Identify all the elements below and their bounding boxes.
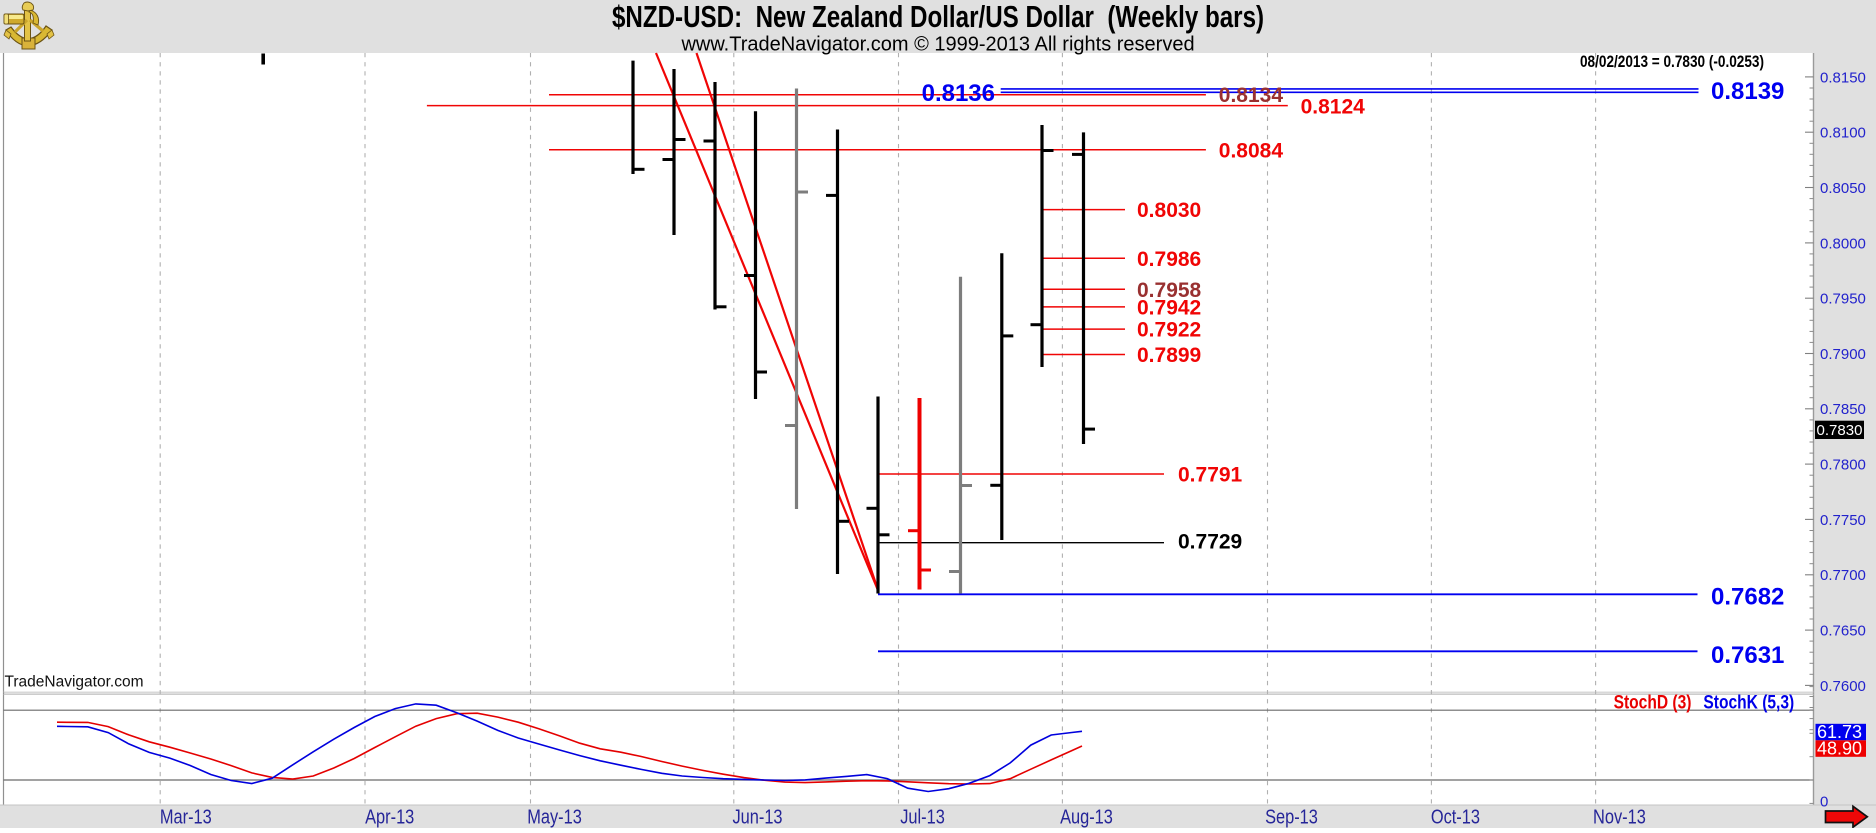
svg-text:May-13: May-13 [527,805,582,828]
svg-text:Sep-13: Sep-13 [1265,805,1318,828]
svg-text:0.7922: 0.7922 [1137,319,1201,342]
svg-text:0.7729: 0.7729 [1178,531,1242,554]
svg-text:0.7830: 0.7830 [1817,422,1863,439]
svg-text:0.8134: 0.8134 [1219,84,1284,107]
svg-text:0.7900: 0.7900 [1820,346,1866,363]
svg-text:0.8136: 0.8136 [922,80,995,107]
svg-text:0.7700: 0.7700 [1820,567,1866,584]
svg-text:Jun-13: Jun-13 [732,805,782,828]
svg-text:0.7682: 0.7682 [1711,584,1784,611]
svg-text:0.8124: 0.8124 [1301,95,1366,118]
svg-text:48.90: 48.90 [1817,738,1862,758]
svg-text:0.8139: 0.8139 [1711,78,1784,105]
svg-text:0: 0 [1820,794,1828,811]
svg-text:0.7986: 0.7986 [1137,248,1201,271]
svg-text:0.8000: 0.8000 [1820,235,1866,252]
svg-text:Aug-13: Aug-13 [1060,805,1113,828]
svg-text:0.7750: 0.7750 [1820,512,1866,529]
svg-text:Oct-13: Oct-13 [1431,805,1480,828]
svg-text:0.8150: 0.8150 [1820,69,1866,86]
svg-text:0.8050: 0.8050 [1820,180,1866,197]
svg-text:08/02/2013 = 0.7830 (-0.0253): 08/02/2013 = 0.7830 (-0.0253) [1580,53,1764,72]
svg-text:Nov-13: Nov-13 [1593,805,1646,828]
svg-text:0.7600: 0.7600 [1820,678,1866,695]
svg-text:TradeNavigator.com: TradeNavigator.com [5,674,144,691]
svg-text:0.8030: 0.8030 [1137,199,1201,222]
svg-text:0.7899: 0.7899 [1137,344,1201,367]
svg-text:0.8084: 0.8084 [1219,139,1284,162]
svg-text:0.7950: 0.7950 [1820,291,1866,308]
svg-text:0.7791: 0.7791 [1178,464,1243,487]
svg-text:Jul-13: Jul-13 [900,805,945,828]
svg-text:Apr-13: Apr-13 [365,805,414,828]
svg-text:0.7850: 0.7850 [1820,401,1866,418]
svg-text:StochK (5,3): StochK (5,3) [1703,691,1794,713]
svg-text:www.TradeNavigator.com © 1999-: www.TradeNavigator.com © 1999-2013 All r… [680,34,1194,56]
svg-text:$NZD-USD: New Zealand Dollar/: $NZD-USD: New Zealand Dollar/US Dollar (… [612,0,1264,34]
svg-text:Mar-13: Mar-13 [160,805,212,828]
svg-text:0.7800: 0.7800 [1820,457,1866,474]
svg-text:0.7631: 0.7631 [1711,642,1784,669]
svg-text:StochD (3): StochD (3) [1614,691,1692,713]
svg-text:0.8100: 0.8100 [1820,125,1866,142]
svg-text:0.7942: 0.7942 [1137,297,1201,320]
svg-text:0.7650: 0.7650 [1820,623,1866,640]
